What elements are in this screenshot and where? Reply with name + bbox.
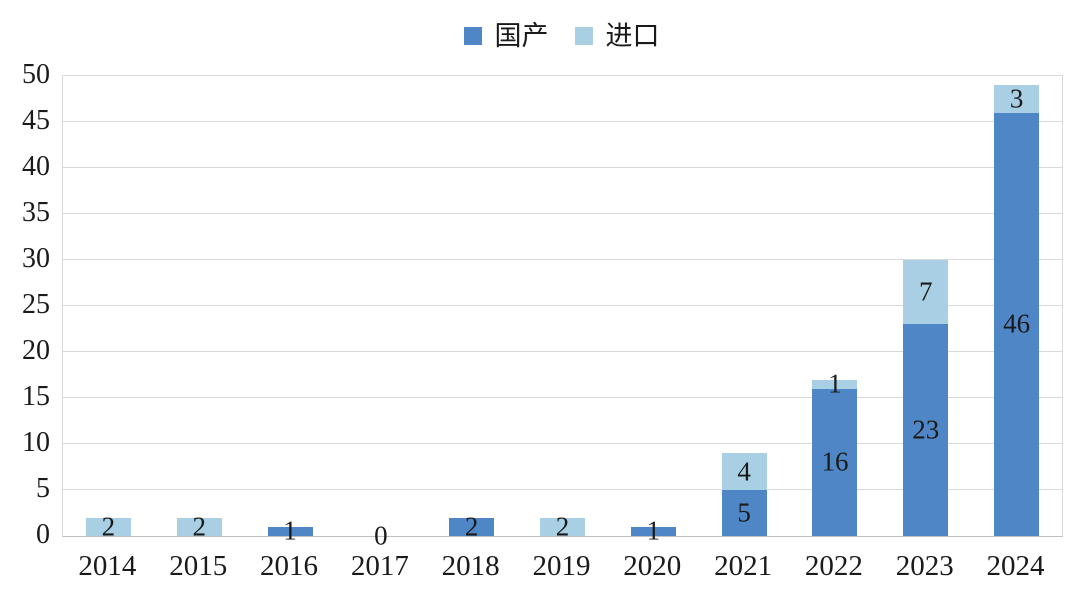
gridline bbox=[63, 121, 1062, 122]
gridline bbox=[63, 305, 1062, 306]
x-tick-label: 2024 bbox=[986, 550, 1045, 582]
y-tick-label: 50 bbox=[22, 59, 50, 90]
bar-segment-进口-2024 bbox=[994, 85, 1040, 113]
x-tick-label: 2017 bbox=[350, 550, 409, 582]
y-tick-label: 15 bbox=[22, 381, 50, 412]
legend-item: 进口 bbox=[574, 20, 660, 51]
bar-segment-国产-2022 bbox=[812, 388, 858, 536]
bar-segment-进口-2023 bbox=[903, 260, 949, 325]
x-axis: 2014 2015 2016 2017 2018 2019 2020 2021 2022 2023… bbox=[62, 549, 1061, 583]
y-axis: 0 5 10 15 20 25 30 35 40 45 50 bbox=[0, 61, 50, 549]
x-tick-label: 2019 bbox=[532, 550, 591, 582]
y-tick-label: 5 bbox=[36, 473, 50, 504]
bar-segment-国产-2024 bbox=[994, 112, 1040, 536]
x-tick-label: 2021 bbox=[714, 550, 773, 582]
y-tick-label: 35 bbox=[22, 197, 50, 228]
x-tick-label: 2018 bbox=[441, 550, 500, 582]
bar-segment-进口-2021 bbox=[721, 453, 767, 490]
y-tick-label: 0 bbox=[36, 519, 50, 550]
x-tick-label: 2020 bbox=[623, 550, 682, 582]
x-tick-label: 2023 bbox=[895, 550, 954, 582]
gridline bbox=[63, 443, 1062, 444]
plot-area: 2 2 1 0 2 2 1 5 4 16 1 23 7 46 3 bbox=[62, 75, 1063, 549]
gridline bbox=[63, 259, 1062, 260]
gridline bbox=[63, 351, 1062, 352]
bar-segment-国产-2018 bbox=[449, 517, 495, 536]
y-tick-label: 30 bbox=[22, 243, 50, 274]
legend-label: 国产 bbox=[494, 20, 549, 51]
gridline bbox=[63, 167, 1062, 168]
x-tick-label: 2022 bbox=[804, 550, 863, 582]
y-tick-label: 10 bbox=[22, 427, 50, 458]
bar-segment-国产-2021 bbox=[721, 490, 767, 536]
bar-segment-进口-2015 bbox=[176, 517, 222, 536]
gridline bbox=[63, 213, 1062, 214]
y-tick-label: 45 bbox=[22, 105, 50, 136]
bar-segment-国产-2020 bbox=[630, 526, 676, 536]
y-tick-label: 40 bbox=[22, 151, 50, 182]
segment-data-label: 0 bbox=[374, 520, 388, 551]
bar-segment-国产-2023 bbox=[903, 324, 949, 536]
legend-item: 国产 bbox=[463, 20, 549, 51]
bar-segment-进口-2022 bbox=[812, 379, 858, 389]
x-tick-label: 2015 bbox=[169, 550, 228, 582]
y-tick-label: 20 bbox=[22, 335, 50, 366]
x-tick-label: 2016 bbox=[260, 550, 319, 582]
bar-segment-国产-2016 bbox=[267, 526, 313, 536]
y-tick-label: 25 bbox=[22, 289, 50, 320]
bar-segment-进口-2014 bbox=[85, 517, 131, 536]
gridline bbox=[63, 397, 1062, 398]
bar-segment-进口-2019 bbox=[540, 517, 585, 536]
x-tick-label: 2014 bbox=[78, 550, 137, 582]
legend-swatch-icon bbox=[574, 27, 593, 45]
legend-swatch-icon bbox=[463, 27, 482, 45]
legend: 国产 进口 bbox=[62, 16, 1061, 56]
legend-label: 进口 bbox=[605, 20, 660, 51]
gridline bbox=[63, 489, 1062, 490]
